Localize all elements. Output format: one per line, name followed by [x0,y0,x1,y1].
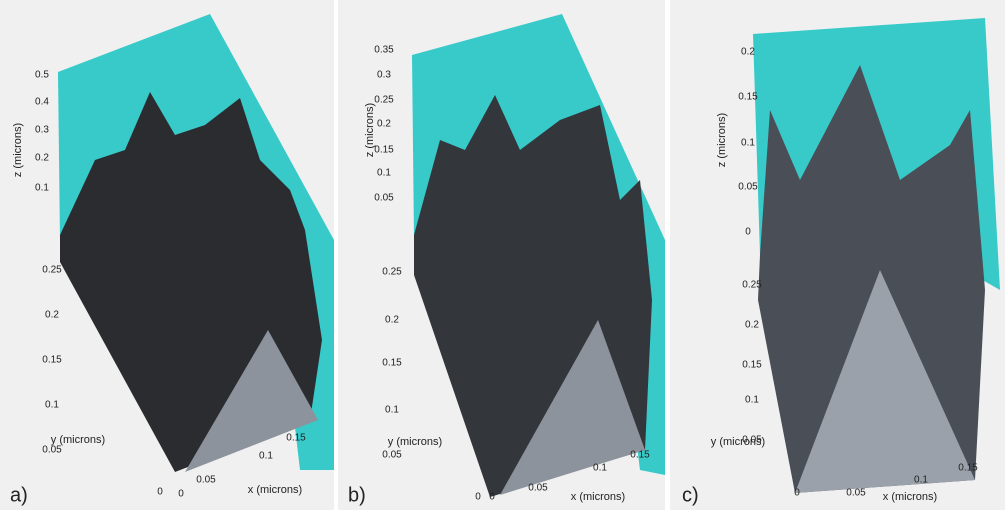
y-tick-label: 0.1 [745,395,759,406]
z-tick-label: 0.35 [374,45,394,56]
x-axis-label: x (microns) [571,491,625,503]
y-tick-label: 0.2 [745,320,759,331]
z-tick-label: 0.25 [374,95,394,106]
y-tick-label: 0.15 [742,360,762,371]
z-tick-label: 0.05 [374,193,394,204]
x-tick-label: 0.15 [286,433,306,444]
z-tick-label: 0.3 [35,125,49,136]
y-tick-label: 0.05 [382,450,402,461]
panel-label: b) [348,484,366,506]
x-axis-label: x (microns) [248,484,302,496]
x-tick-label: 0.15 [630,450,650,461]
y-tick-label: 0 [157,487,163,498]
y-tick-label: 0.1 [385,405,399,416]
y-axis-label: y (microns) [388,436,442,448]
x-tick-label: 0.15 [958,463,978,474]
panel-label: c) [682,484,699,506]
y-tick-label: 0.2 [45,310,59,321]
z-tick-label: 0.2 [35,153,49,164]
x-tick-label: 0.1 [259,451,273,462]
y-tick-label: 0.15 [382,358,402,369]
z-axis-label: z (microns) [716,113,728,167]
x-axis-label: x (microns) [883,491,937,503]
z-tick-label: 0.3 [377,70,391,81]
z-tick-label: 0.5 [35,70,49,81]
figure: a) z (microns) y (microns) x (microns) 0.5 0.… [0,0,1005,510]
y-tick-label: 0.05 [742,435,762,446]
z-tick-label: 0 [745,227,751,238]
y-tick-label: 0.1 [45,400,59,411]
x-tick-label: 0.1 [593,463,607,474]
z-tick-label: 0.4 [35,97,49,108]
z-tick-label: 0.2 [377,119,391,130]
z-tick-label: 0.2 [741,47,755,58]
y-tick-label: 0.05 [42,445,62,456]
panel-label: a) [10,484,28,506]
x-tick-label: 0 [489,492,495,503]
y-tick-label: 0.2 [385,315,399,326]
z-tick-label: 0.15 [738,92,758,103]
z-tick-label: 0.05 [738,182,758,193]
y-tick-label: 0 [794,488,800,499]
y-tick-label: 0.25 [382,267,402,278]
z-tick-label: 0.15 [374,145,394,156]
x-tick-label: 0.1 [914,475,928,486]
z-tick-label: 0.1 [741,138,755,149]
x-tick-label: 0 [178,489,184,500]
x-tick-label: 0.05 [196,475,216,486]
z-tick-label: 0.1 [377,168,391,179]
z-axis-label: z (microns) [12,123,24,177]
panel-c [670,0,1005,510]
x-tick-label: 0.05 [846,488,866,499]
y-tick-label: 0.25 [42,265,62,276]
y-tick-label: 0.25 [742,280,762,291]
y-tick-label: 0.15 [42,355,62,366]
y-tick-label: 0 [475,492,481,503]
x-tick-label: 0.05 [528,483,548,494]
z-tick-label: 0.1 [35,183,49,194]
